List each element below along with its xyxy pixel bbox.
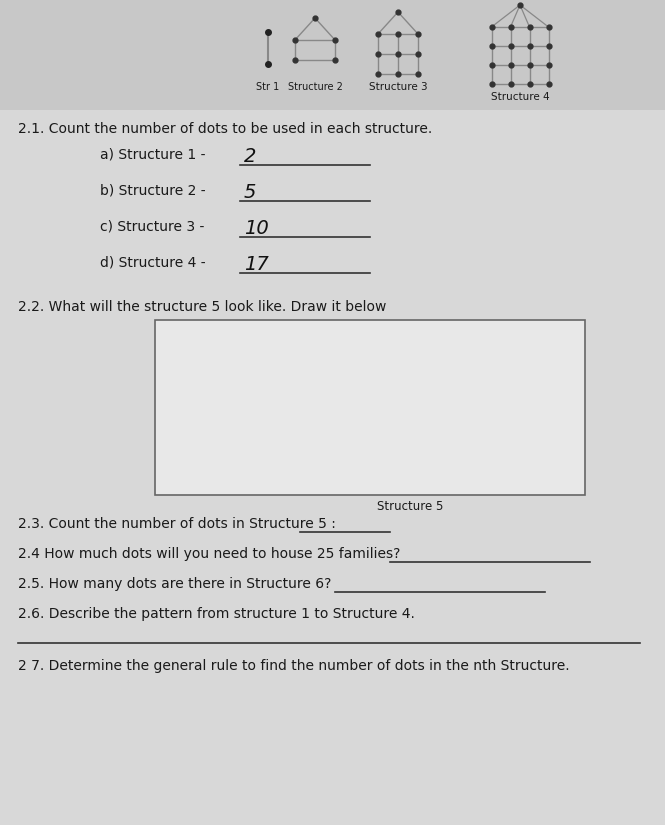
- Bar: [155, 320, 585, 495]
- Text: 2: 2: [244, 147, 257, 166]
- Text: Str 1: Str 1: [257, 82, 279, 92]
- Text: 2.6. Describe the pattern from structure 1 to Structure 4.: 2.6. Describe the pattern from structure…: [18, 607, 415, 621]
- Text: 2.5. How many dots are there in Structure 6?: 2.5. How many dots are there in Structur…: [18, 577, 331, 591]
- Text: Structure 5: Structure 5: [377, 500, 443, 513]
- Text: d) Structure 4 -: d) Structure 4 -: [100, 256, 210, 270]
- Text: 2.2. What will the structure 5 look like. Draw it below: 2.2. What will the structure 5 look like…: [18, 300, 386, 314]
- Text: 17: 17: [244, 255, 269, 274]
- Text: 2.3. Count the number of dots in Structure 5 :: 2.3. Count the number of dots in Structu…: [18, 517, 336, 531]
- Text: b) Structure 2 -: b) Structure 2 -: [100, 184, 210, 198]
- Text: 2.4 How much dots will you need to house 25 families?: 2.4 How much dots will you need to house…: [18, 547, 400, 561]
- Text: 5: 5: [244, 183, 257, 202]
- Bar: [0, 110, 665, 825]
- Text: Structure 4: Structure 4: [491, 92, 549, 102]
- Text: c) Structure 3 -: c) Structure 3 -: [100, 220, 209, 234]
- Text: 10: 10: [244, 219, 269, 238]
- Text: a) Structure 1 -: a) Structure 1 -: [100, 148, 210, 162]
- Text: 2 7. Determine the general rule to find the number of dots in the nth Structure.: 2 7. Determine the general rule to find …: [18, 659, 570, 673]
- Text: Structure 2: Structure 2: [287, 82, 342, 92]
- Text: Structure 3: Structure 3: [368, 82, 428, 92]
- Text: 2.1. Count the number of dots to be used in each structure.: 2.1. Count the number of dots to be used…: [18, 122, 432, 136]
